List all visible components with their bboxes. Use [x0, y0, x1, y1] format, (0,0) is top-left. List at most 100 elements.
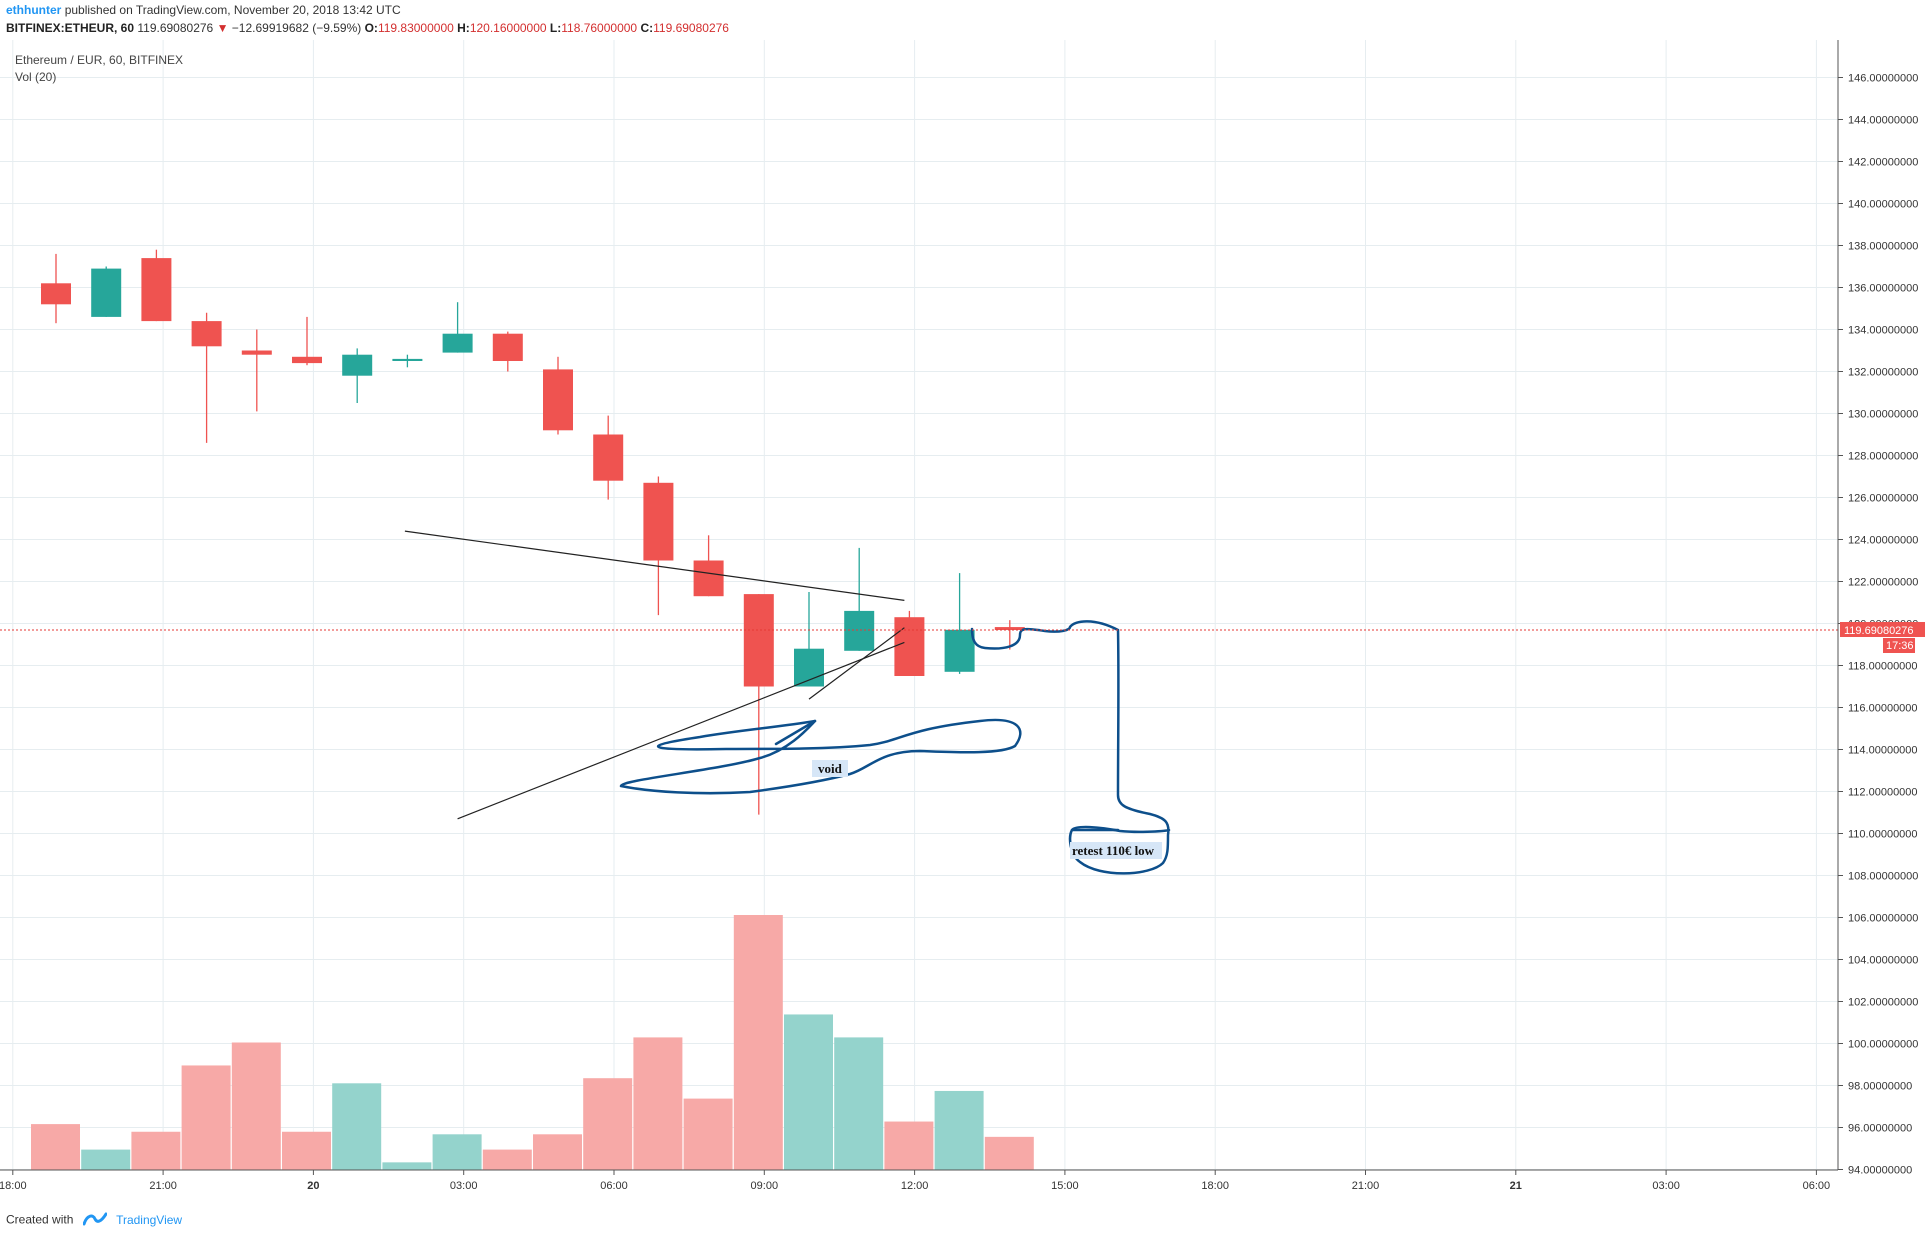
price-tick-label: 108.00000000: [1848, 871, 1918, 883]
candle-body: [994, 627, 1025, 631]
high-label: H:: [457, 21, 470, 35]
candle-body: [392, 358, 423, 361]
low-value: 118.76000000: [561, 21, 638, 35]
candle-body: [91, 268, 122, 317]
time-axis[interactable]: 18:00 21:00 20 03:00 06:00 09:00 12:00 15:00 18:…: [0, 1169, 1838, 1192]
volume-bar: [984, 1136, 1034, 1170]
price-tick-label: 134.00000000: [1848, 325, 1918, 337]
close-value: 119.69080276: [653, 21, 729, 35]
time-tick-label: 12:00: [901, 1180, 929, 1192]
chart-grid: [0, 40, 1838, 1170]
price-tick-label: 142.00000000: [1848, 157, 1918, 169]
price-tick-label: 128.00000000: [1848, 451, 1918, 463]
trendlines: [404, 530, 905, 820]
candle-body: [794, 648, 824, 687]
price-tick-label: 112.00000000: [1848, 787, 1918, 799]
down-arrow-icon: ▼: [216, 21, 229, 35]
current-price-badge: [1840, 621, 1925, 637]
time-tick-label: 21:00: [149, 1180, 177, 1192]
time-tick-label: 18:00: [1201, 1180, 1229, 1192]
price-tick-label: 118.00000000: [1848, 661, 1918, 673]
low-label: L:: [549, 21, 562, 35]
time-tick-label: 15:00: [1051, 1180, 1079, 1192]
open-value: 119.83000000: [377, 21, 454, 35]
time-tick-label: 06:00: [600, 1180, 628, 1192]
chart-legend-title: Ethereum / EUR, 60, BITFINEX: [15, 53, 183, 67]
void-label: void: [818, 761, 843, 776]
candlesticks: [41, 249, 1025, 815]
void-label-bg: [812, 760, 848, 777]
volume-bar: [282, 1131, 331, 1170]
candle-body: [141, 258, 172, 322]
candle-body: [844, 610, 875, 651]
volume-bar: [884, 1121, 934, 1170]
retest-label: retest 110€ low: [1072, 843, 1155, 858]
candle-body: [342, 354, 373, 376]
time-tick-label: 03:00: [450, 1180, 478, 1192]
volume-bar: [533, 1134, 582, 1170]
volume-bar: [382, 1162, 432, 1170]
price-tick-label: 130.00000000: [1848, 409, 1918, 421]
footer: Created with TradingView: [6, 1212, 182, 1229]
volume-bar: [81, 1149, 131, 1170]
price-tick-label: 136.00000000: [1848, 283, 1918, 295]
volume-bar: [683, 1098, 733, 1170]
tradingview-logo-icon[interactable]: [82, 1212, 108, 1229]
candle-body: [894, 617, 925, 676]
volume-legend: Vol (20): [15, 70, 56, 84]
retest-label-bg: [1070, 842, 1162, 859]
volume-bars: [31, 915, 1034, 1170]
author-name[interactable]: ethhunter: [6, 3, 62, 17]
open-label: O:: [364, 21, 378, 35]
price-tick-label: 102.00000000: [1848, 997, 1918, 1009]
void-circle-tail[interactable]: [774, 719, 817, 746]
price-chart[interactable]: void retest 110€ low 146.00000000 144.000…: [0, 40, 1925, 1210]
void-circle[interactable]: [619, 718, 1022, 795]
trendline: [808, 627, 905, 700]
volume-bar: [432, 1134, 482, 1170]
price-tick-label: 116.00000000: [1848, 703, 1918, 715]
price-tick-label: 114.00000000: [1848, 745, 1918, 757]
price-tick-label: 110.00000000: [1848, 829, 1918, 841]
price-tick-label: 96.00000000: [1848, 1123, 1912, 1135]
price-axis[interactable]: 146.00000000 144.00000000 142.00000000 140.…: [1837, 40, 1925, 1177]
price-tick-label: 126.00000000: [1848, 493, 1918, 505]
price-tick-label: 100.00000000: [1848, 1039, 1918, 1051]
price-tick-label: 106.00000000: [1848, 913, 1918, 925]
candle-body: [191, 321, 222, 347]
time-tick-label: 03:00: [1652, 1180, 1680, 1192]
last-price: 119.69080276: [137, 21, 214, 35]
close-label: C:: [640, 21, 654, 35]
freehand-drawings: [619, 620, 1171, 875]
price-tick-label: 140.00000000: [1848, 199, 1918, 211]
price-tick-label: 122.00000000: [1848, 577, 1918, 589]
volume-bar: [784, 1014, 833, 1170]
candle-body: [593, 434, 624, 481]
price-tick-label: 104.00000000: [1848, 955, 1918, 967]
trendline: [404, 530, 905, 601]
price-change: −12.69919682 (−9.59%): [231, 21, 362, 35]
candle-body: [543, 369, 573, 431]
price-tick-label: 138.00000000: [1848, 241, 1918, 253]
tradingview-brand[interactable]: TradingView: [116, 1212, 183, 1227]
time-tick-label: 21:00: [1352, 1180, 1380, 1192]
countdown-label: 17:36: [1886, 640, 1914, 652]
volume-bar: [482, 1149, 532, 1170]
candle-body: [292, 356, 322, 364]
ohlc-header: BITFINEX:ETHEUR, 60 119.69080276 ▼ −12.6…: [6, 21, 729, 35]
time-tick-label: 20: [307, 1180, 319, 1192]
publish-info: ethhunter published on TradingView.com, …: [6, 3, 401, 17]
retest-bracket[interactable]: [970, 620, 1171, 875]
volume-bar: [31, 1124, 80, 1170]
volume-bar: [633, 1037, 683, 1170]
trendline: [457, 641, 905, 820]
time-tick-label: 18:00: [0, 1180, 27, 1192]
volume-bar: [834, 1037, 884, 1170]
created-with-text: Created with: [6, 1212, 74, 1227]
candle-body: [944, 629, 975, 672]
volume-bar: [733, 915, 783, 1170]
price-tick-label: 144.00000000: [1848, 115, 1918, 127]
price-tick-label: 124.00000000: [1848, 535, 1918, 547]
current-price-label: 119.69080276: [1844, 625, 1914, 637]
symbol-label: BITFINEX:ETHEUR, 60: [6, 21, 135, 35]
